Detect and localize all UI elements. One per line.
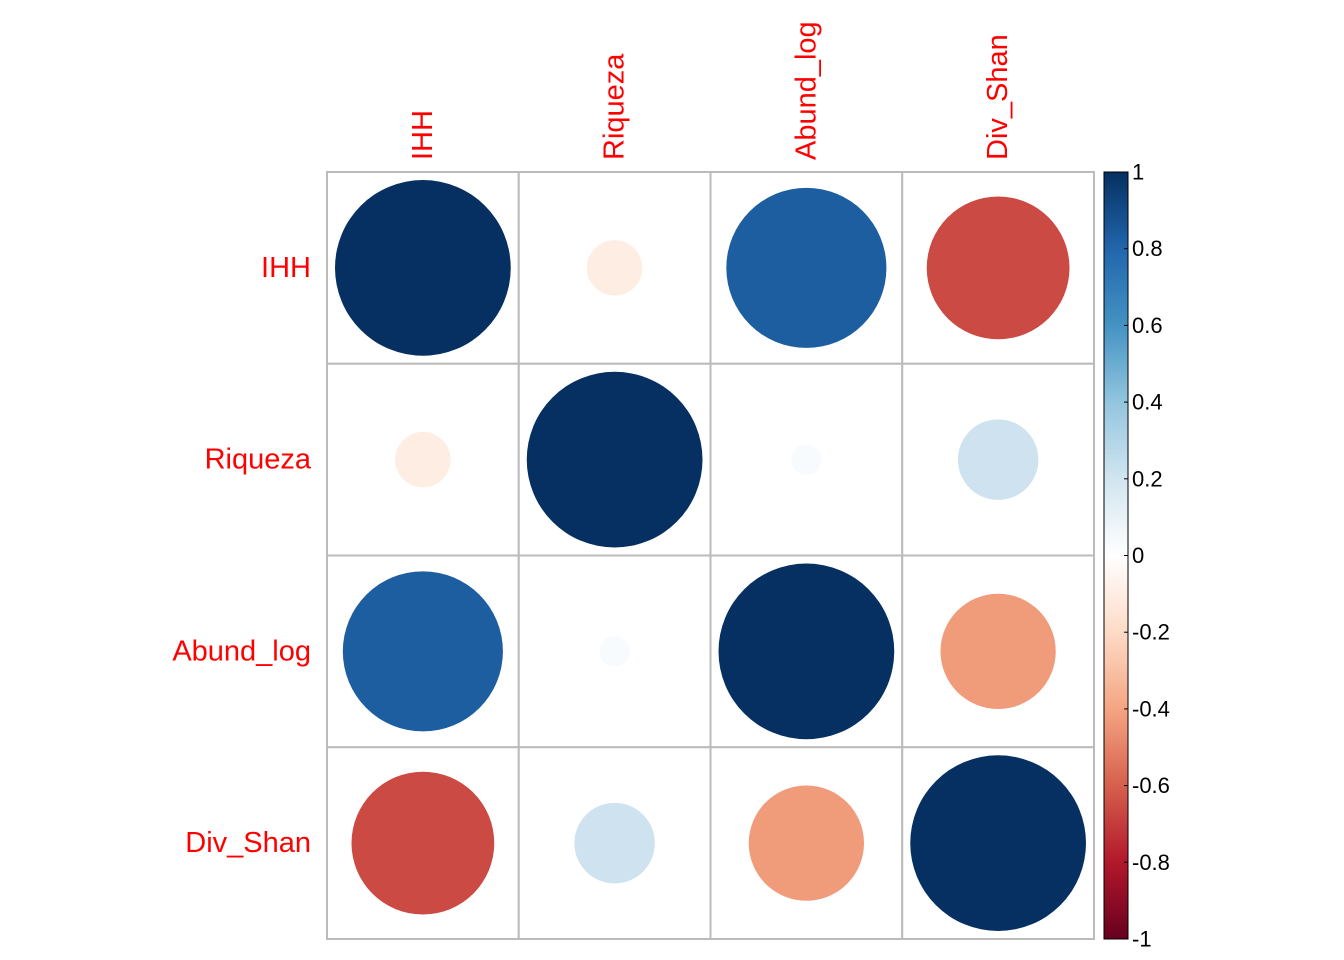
colorbar-tick-label: -1 (1132, 927, 1152, 952)
column-label: Div_Shan (982, 34, 1014, 160)
matrix-cell (517, 746, 712, 940)
colorbar-tick-label: 0.6 (1132, 313, 1163, 338)
correlation-circle-Div_Shan-Riqueza (574, 802, 655, 884)
colorbar-tick-label: 0.4 (1132, 390, 1163, 415)
correlation-circle-Abund_log-Riqueza (599, 636, 630, 667)
correlation-circle-IHH-Div_Shan (926, 196, 1070, 340)
correlation-circle-Div_Shan-Abund_log (748, 785, 864, 901)
correlation-circle-Abund_log-Abund_log (718, 563, 895, 740)
correlation-circle-Riqueza-Abund_log (791, 444, 822, 475)
colorbar-tick-label: -0.4 (1132, 696, 1170, 721)
column-label: IHH (407, 110, 439, 160)
colorbar-tick-label: -0.2 (1132, 620, 1170, 645)
correlation-circle-Div_Shan-IHH (351, 771, 495, 915)
colorbar-tick-label: 1 (1132, 160, 1144, 185)
colorbar: 1 0.8 0.6 0.4 0.2 0 -0.2 -0.4 -0.6 -0.8 -1 (1103, 160, 1170, 952)
correlation-circle-Div_Shan-Div_Shan (910, 755, 1086, 931)
correlation-circle-Riqueza-Riqueza (526, 371, 703, 548)
correlation-circle-IHH-Abund_log (726, 187, 887, 348)
row-labels: IHH Riqueza Abund_log Div_Shan (172, 252, 312, 859)
correlation-circle-Riqueza-IHH (395, 431, 451, 488)
column-labels: IHH Riqueza Abund_log Div_Shan (407, 21, 1014, 160)
column-label: Abund_log (790, 21, 822, 160)
correlation-circle-Riqueza-Div_Shan (957, 419, 1039, 500)
correlation-circle-IHH-Riqueza (586, 240, 643, 296)
colorbar-tick-label: 0.2 (1132, 466, 1163, 491)
row-label: Abund_log (172, 635, 311, 667)
row-label: Div_Shan (185, 827, 311, 859)
row-label: IHH (261, 252, 311, 284)
row-label: Riqueza (205, 444, 312, 476)
matrix-cell (901, 362, 1095, 557)
correlation-circle-Abund_log-Div_Shan (940, 593, 1056, 709)
colorbar-tick-label: 0.8 (1132, 236, 1163, 261)
column-label: Riqueza (599, 53, 631, 160)
colorbar-tick-label: -0.8 (1132, 850, 1170, 875)
colorbar-tick-label: -0.6 (1132, 773, 1170, 798)
correlation-circles (335, 180, 1086, 931)
colorbar-tick-label: 0 (1132, 543, 1144, 568)
correlation-circle-Abund_log-IHH (342, 571, 503, 732)
correlation-circle-IHH-IHH (335, 180, 511, 356)
